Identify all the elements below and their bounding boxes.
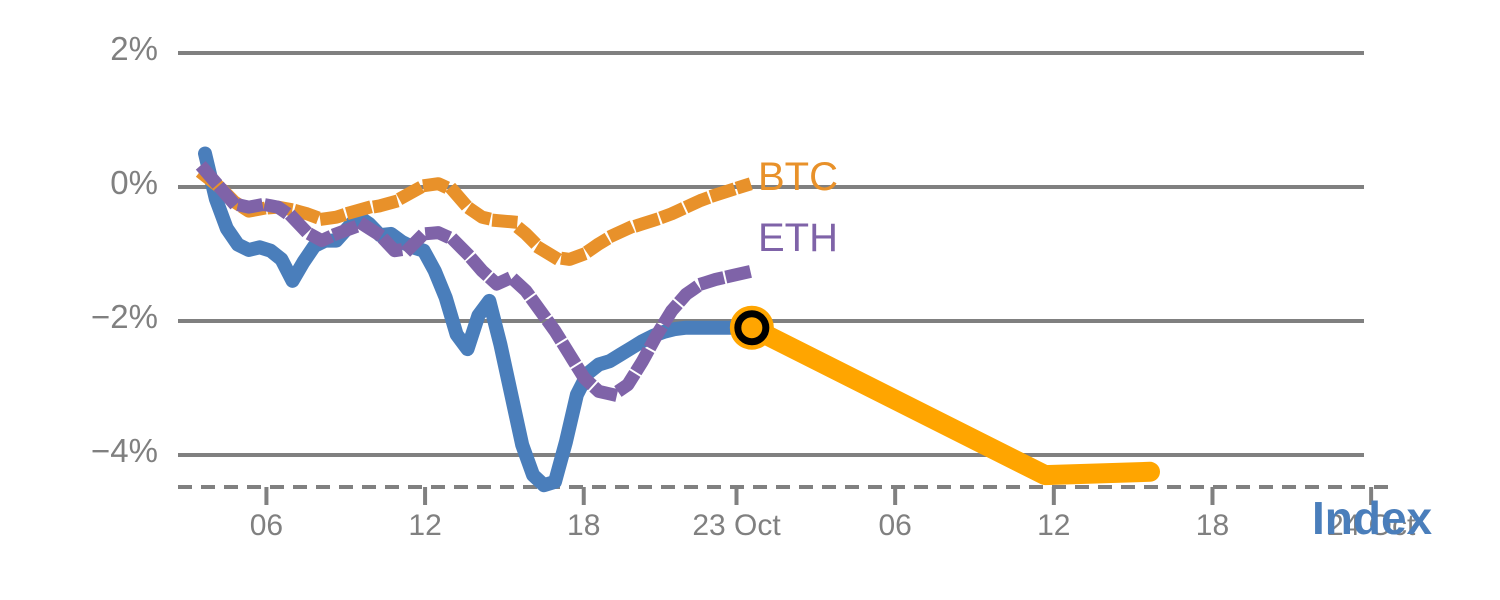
- x-tick-label: 12: [408, 509, 442, 542]
- x-tick-label: 06: [249, 509, 284, 542]
- marker-ring[interactable]: [734, 310, 770, 346]
- x-tick-label: 18: [1195, 509, 1230, 542]
- data-series-group: [195, 146, 1160, 493]
- y-tick-label: −2%: [91, 298, 158, 335]
- y-tick-label: 2%: [110, 30, 158, 67]
- index-series-label: Index: [1312, 492, 1433, 544]
- series-line-eth: [195, 161, 753, 402]
- eth-series-label: ETH: [758, 216, 838, 260]
- forecast-start-marker[interactable]: [729, 305, 774, 350]
- x-axis-ticks: [264, 487, 1374, 505]
- x-tick-label: 12: [1037, 509, 1071, 542]
- x-tick-label: 24 Oct: [1326, 509, 1416, 542]
- series-line-forecast: [741, 317, 1160, 486]
- x-tick-label: 23 Oct: [692, 509, 781, 542]
- x-tick-label: 18: [567, 509, 601, 542]
- y-tick-label: −4%: [91, 432, 158, 469]
- btc-series-label: BTC: [758, 155, 838, 199]
- y-tick-label: 0%: [110, 164, 158, 201]
- x-tick-label: 06: [878, 509, 912, 542]
